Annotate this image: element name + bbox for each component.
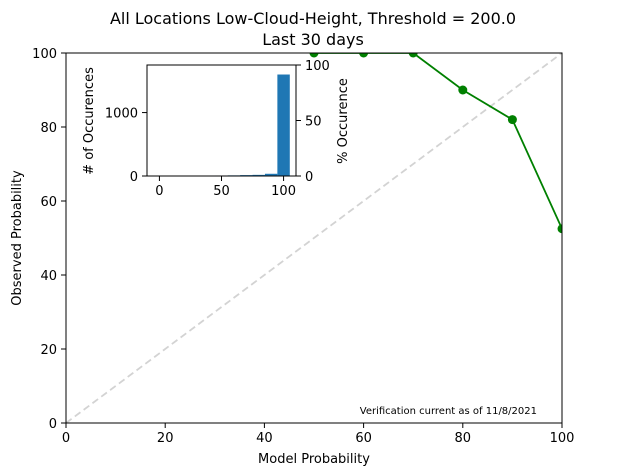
inset-y-ticks: 0 1000	[105, 107, 147, 185]
data-point	[359, 53, 369, 58]
chart-subtitle: Last 30 days	[262, 30, 364, 49]
data-point	[309, 53, 319, 58]
chart-title: All Locations Low-Cloud-Height, Threshol…	[110, 9, 516, 28]
inset-y2-ticks: 0 50 100	[296, 59, 330, 185]
inset-y-axis-label: # of Occurences	[82, 67, 97, 175]
reference-diagonal-line	[65, 52, 563, 424]
inset-bar	[264, 173, 278, 176]
y-axis-ticks: 0 20 40 60 80 100	[32, 47, 66, 432]
inset-bar	[252, 174, 265, 176]
y-tick-label: 0	[49, 417, 57, 432]
inset-x-tick-label: 0	[155, 184, 163, 199]
y-axis-label: Observed Probability	[10, 170, 25, 306]
data-point	[458, 85, 468, 95]
inset-x-ticks: 0 50 100	[155, 176, 296, 199]
data-point	[557, 224, 562, 234]
x-axis-label: Model Probability	[258, 452, 370, 467]
x-tick-label: 0	[62, 431, 70, 446]
inset-x-tick-label: 50	[213, 184, 230, 199]
x-tick-label: 60	[355, 431, 372, 446]
y-tick-label: 20	[40, 343, 57, 358]
inset-y2-tick-label: 50	[305, 115, 322, 130]
y-tick-label: 40	[40, 269, 57, 284]
y-tick-label: 80	[40, 121, 57, 136]
x-tick-label: 40	[256, 431, 273, 446]
x-tick-label: 20	[157, 431, 174, 446]
inset-y2-tick-label: 0	[305, 170, 313, 185]
x-axis-ticks: 0 20 40 60 80 100	[62, 423, 575, 446]
inset-y-tick-label: 1000	[105, 107, 138, 122]
x-tick-label: 80	[455, 431, 472, 446]
y-tick-label: 100	[32, 47, 57, 62]
y-tick-label: 60	[40, 195, 57, 210]
data-point	[507, 115, 517, 125]
inset-x-tick-label: 100	[271, 184, 296, 199]
series-line-0	[314, 53, 562, 230]
inset-y2-tick-label: 100	[305, 59, 330, 74]
data-point	[408, 53, 418, 58]
inset-y2-axis-label: % Occurence	[336, 78, 351, 164]
x-tick-label: 100	[550, 431, 575, 446]
inset-bar	[277, 74, 290, 176]
inset-y-tick-label: 0	[130, 170, 138, 185]
main-plot: 0 20 40 60 80 100 0 20 40 60 80 100 Model Probabil…	[10, 47, 574, 467]
inset-background	[147, 65, 296, 176]
inset-histogram: 0 50 100 0 1000 0 50 100 # of Occurences % Oc…	[82, 59, 351, 199]
main-series-group	[309, 53, 562, 234]
verification-note: Verification current as of 11/8/2021	[360, 406, 537, 417]
main-plot-frame	[65, 52, 563, 424]
